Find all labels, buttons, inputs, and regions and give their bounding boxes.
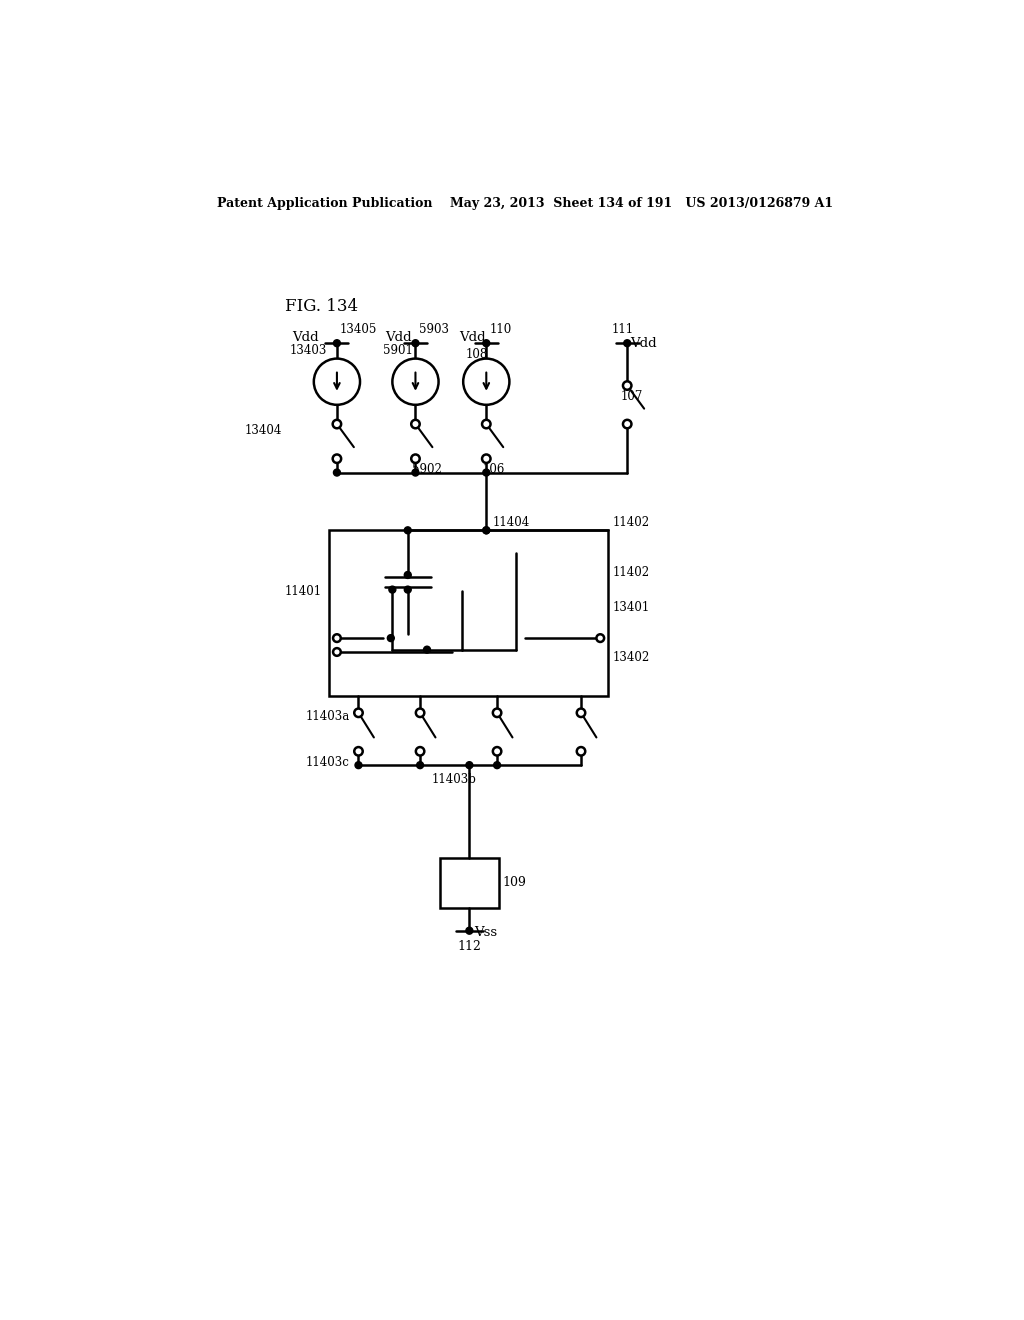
Text: 13402: 13402 bbox=[612, 651, 650, 664]
Text: 110: 110 bbox=[489, 323, 512, 335]
Text: 106: 106 bbox=[482, 463, 505, 477]
Text: 112: 112 bbox=[458, 940, 481, 953]
Circle shape bbox=[623, 381, 632, 389]
Text: 11401: 11401 bbox=[285, 585, 322, 598]
Circle shape bbox=[334, 339, 340, 347]
Text: 13405: 13405 bbox=[340, 323, 378, 335]
Bar bbox=[440, 858, 499, 908]
Circle shape bbox=[623, 420, 632, 428]
Text: 11404: 11404 bbox=[493, 516, 529, 529]
Text: 13404: 13404 bbox=[245, 424, 283, 437]
Text: 11403b: 11403b bbox=[432, 772, 476, 785]
Circle shape bbox=[412, 469, 419, 477]
Circle shape bbox=[334, 469, 340, 477]
Text: 13401: 13401 bbox=[612, 601, 650, 614]
Circle shape bbox=[483, 527, 489, 533]
Circle shape bbox=[416, 709, 424, 717]
Circle shape bbox=[333, 635, 341, 642]
Text: 107: 107 bbox=[621, 389, 643, 403]
Circle shape bbox=[493, 747, 502, 755]
Text: Vdd: Vdd bbox=[292, 331, 318, 345]
Circle shape bbox=[482, 454, 490, 463]
Circle shape bbox=[494, 762, 501, 768]
Text: Vss: Vss bbox=[474, 925, 497, 939]
Text: Vdd: Vdd bbox=[460, 331, 486, 345]
Text: 111: 111 bbox=[611, 323, 634, 335]
Circle shape bbox=[463, 359, 509, 405]
Circle shape bbox=[624, 339, 631, 347]
Circle shape bbox=[412, 339, 419, 347]
Text: 11402: 11402 bbox=[612, 516, 649, 529]
Circle shape bbox=[392, 359, 438, 405]
Circle shape bbox=[412, 454, 420, 463]
Text: 5901: 5901 bbox=[383, 343, 413, 356]
Circle shape bbox=[482, 420, 490, 428]
Circle shape bbox=[483, 527, 489, 533]
Text: 109: 109 bbox=[503, 875, 526, 888]
Circle shape bbox=[493, 709, 502, 717]
Text: FIG. 134: FIG. 134 bbox=[285, 298, 357, 314]
Circle shape bbox=[354, 747, 362, 755]
Circle shape bbox=[466, 762, 473, 768]
Text: 5902: 5902 bbox=[412, 463, 441, 477]
Text: 11403a: 11403a bbox=[306, 710, 350, 723]
Circle shape bbox=[577, 709, 586, 717]
Circle shape bbox=[389, 586, 396, 593]
Circle shape bbox=[596, 635, 604, 642]
Circle shape bbox=[404, 572, 412, 578]
Circle shape bbox=[412, 420, 420, 428]
Circle shape bbox=[577, 747, 586, 755]
Text: 11403c: 11403c bbox=[306, 756, 350, 770]
Circle shape bbox=[404, 527, 412, 533]
Circle shape bbox=[333, 420, 341, 428]
Text: 11402: 11402 bbox=[612, 566, 649, 579]
Text: Vdd: Vdd bbox=[631, 337, 657, 350]
Circle shape bbox=[466, 927, 473, 935]
Text: 5903: 5903 bbox=[419, 323, 449, 335]
Circle shape bbox=[424, 647, 430, 653]
Circle shape bbox=[313, 359, 360, 405]
Circle shape bbox=[333, 454, 341, 463]
Text: 108: 108 bbox=[466, 348, 487, 362]
Circle shape bbox=[354, 709, 362, 717]
Circle shape bbox=[404, 586, 412, 593]
Text: Patent Application Publication    May 23, 2013  Sheet 134 of 191   US 2013/01268: Patent Application Publication May 23, 2… bbox=[217, 197, 833, 210]
Circle shape bbox=[417, 762, 424, 768]
Circle shape bbox=[333, 648, 341, 656]
Circle shape bbox=[483, 469, 489, 477]
Circle shape bbox=[416, 747, 424, 755]
Bar bbox=[330, 531, 608, 696]
Text: 13403: 13403 bbox=[289, 343, 327, 356]
Circle shape bbox=[483, 339, 489, 347]
Circle shape bbox=[387, 635, 394, 642]
Circle shape bbox=[355, 762, 361, 768]
Text: Vdd: Vdd bbox=[385, 331, 412, 345]
